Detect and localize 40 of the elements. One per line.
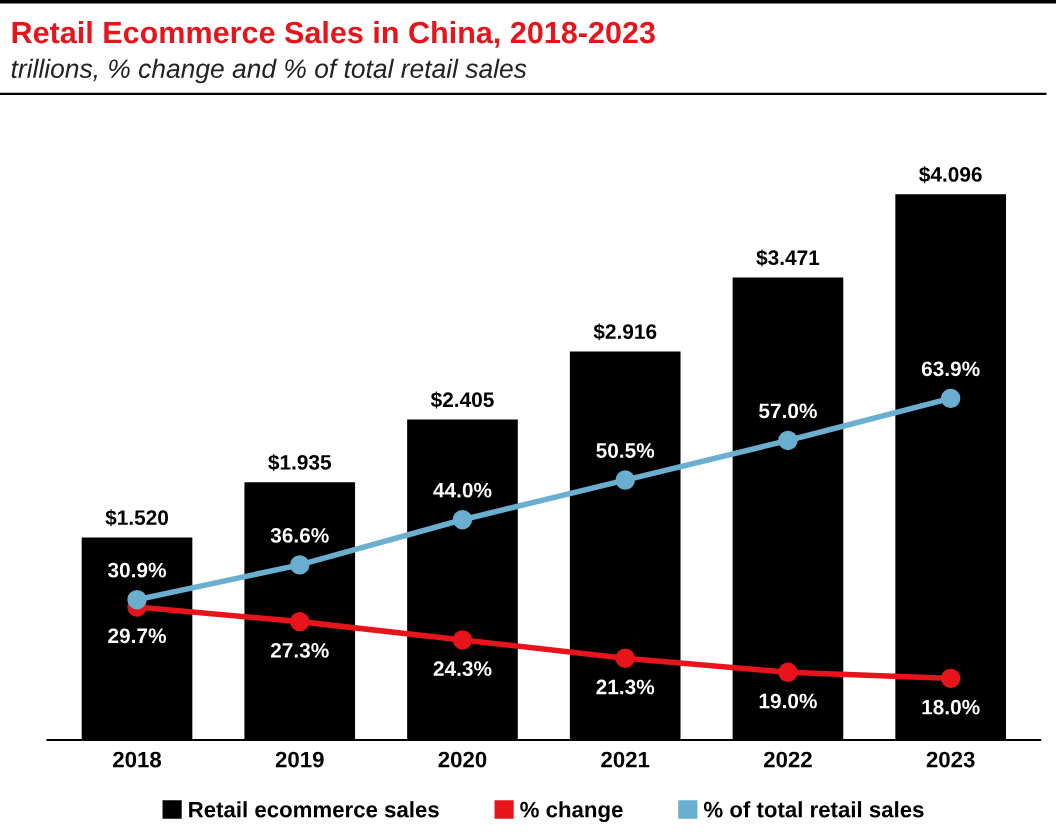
data-label: 30.9%: [107, 562, 167, 578]
data-label: 63.9%: [921, 361, 980, 377]
data-label: 29.7%: [108, 628, 167, 644]
data-label: $2.916: [593, 323, 657, 341]
data-label: 50.5%: [596, 443, 655, 458]
x-tick-label: 2018: [113, 751, 162, 768]
point: [615, 648, 635, 668]
point: [940, 388, 961, 409]
data-label: 44.0%: [433, 482, 492, 498]
point: [778, 662, 798, 682]
x-tick-label: 2022: [763, 751, 812, 768]
data-label: $2.405: [430, 391, 494, 409]
point: [940, 668, 961, 689]
point: [615, 470, 635, 490]
data-label: 57.0%: [759, 403, 817, 419]
data-label: 36.6%: [270, 527, 329, 543]
legend-label: % change: [520, 801, 623, 822]
point: [290, 555, 310, 575]
x-tick-label: 2019: [275, 751, 324, 768]
point: [127, 589, 147, 610]
x-tick-label: 2023: [926, 751, 975, 768]
chart-title: Retail Ecommerce Sales in China, 2018-2023: [12, 20, 655, 48]
chart-subtitle: trillions, % change and % of total retail sales: [11, 58, 527, 84]
data-label: 19.0%: [759, 693, 817, 709]
legend-label: % of total retail sales: [703, 801, 924, 818]
data-label: $1.520: [105, 509, 169, 527]
data-label: $1.935: [268, 454, 332, 472]
point: [778, 430, 798, 451]
data-label: $3.471: [756, 249, 820, 267]
data-label: 24.3%: [433, 661, 492, 677]
x-tick-label: 2020: [438, 751, 487, 768]
point: [452, 630, 473, 650]
point: [452, 510, 473, 530]
data-label: 18.0%: [922, 699, 980, 715]
legend-label: Retail ecommerce sales: [189, 801, 439, 818]
data-label: 27.3%: [270, 643, 329, 658]
data-label: 21.3%: [596, 679, 655, 695]
point: [290, 611, 310, 632]
x-tick-label: 2021: [601, 751, 650, 768]
data-label: $4.096: [919, 166, 982, 184]
